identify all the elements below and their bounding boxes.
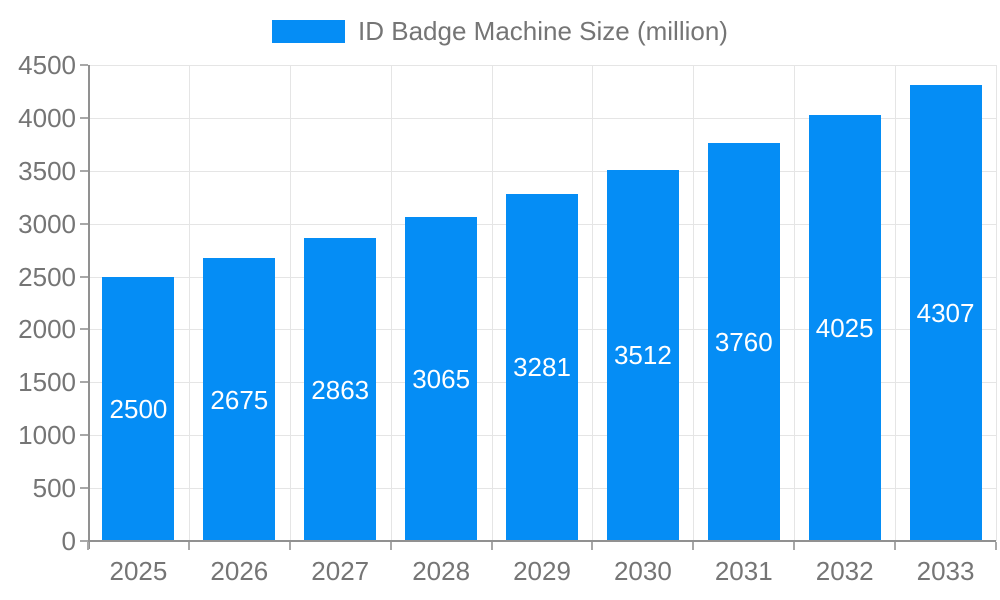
y-tick-label: 2500 — [18, 261, 76, 292]
x-tick-label: 2026 — [210, 556, 269, 586]
bar-value-label: 3760 — [714, 327, 773, 358]
y-tick-label: 1000 — [18, 420, 76, 451]
x-axis-line — [80, 540, 996, 542]
y-tick-label: 4500 — [18, 50, 76, 80]
bar[interactable] — [102, 276, 175, 541]
bar[interactable] — [506, 193, 578, 541]
x-tick-label: 2033 — [916, 556, 975, 586]
x-tick-mark — [692, 542, 695, 550]
gridline-vertical — [592, 65, 594, 541]
bar[interactable] — [606, 169, 679, 541]
y-tick-label: 500 — [32, 473, 76, 504]
gridline-horizontal — [88, 170, 996, 172]
gridline-vertical — [693, 65, 695, 541]
y-tick-mark — [80, 222, 88, 225]
bar-value-label: 3065 — [412, 363, 471, 394]
y-tick-label: 0 — [61, 526, 76, 556]
gridline-vertical — [289, 65, 291, 541]
x-tick-label: 2030 — [613, 556, 672, 586]
bar-value-label: 4307 — [916, 298, 975, 329]
gridline-vertical — [996, 65, 997, 541]
y-tick-mark — [80, 64, 88, 66]
y-axis-line — [88, 65, 90, 549]
bar[interactable] — [304, 238, 377, 541]
y-tick-label: 3000 — [18, 208, 76, 239]
bar-value-label: 4025 — [815, 313, 874, 344]
bar[interactable] — [203, 258, 276, 541]
x-tick-mark — [187, 542, 190, 550]
x-tick-label: 2029 — [513, 556, 571, 586]
y-tick-mark — [80, 434, 88, 437]
y-tick-label: 3500 — [18, 155, 76, 186]
bar[interactable] — [707, 143, 780, 541]
x-tick-mark — [389, 542, 392, 550]
gridline-horizontal — [88, 117, 996, 119]
x-tick-label: 2027 — [311, 556, 370, 586]
x-tick-mark — [793, 542, 796, 550]
x-tick-mark — [87, 542, 89, 550]
gridline-vertical — [390, 65, 392, 541]
bar-value-label: 3512 — [613, 340, 672, 371]
gridline-vertical — [895, 65, 897, 541]
y-tick-mark — [80, 540, 88, 542]
y-tick-mark — [80, 275, 88, 278]
plot-area: 2500 2675 2863 3065 3281 3512 3760 4025 4307 — [88, 65, 997, 541]
x-tick-mark — [288, 542, 291, 550]
y-tick-mark — [80, 328, 88, 331]
x-tick-mark — [490, 542, 493, 550]
bar[interactable] — [405, 216, 478, 541]
bar-value-label: 2675 — [210, 384, 269, 415]
y-tick-mark — [80, 487, 88, 490]
gridline-vertical — [491, 65, 493, 541]
y-tick-mark — [80, 381, 88, 384]
gridline-vertical — [794, 65, 796, 541]
gridline-horizontal — [88, 65, 996, 66]
y-tick-mark — [80, 169, 88, 172]
legend[interactable]: ID Badge Machine Size (million) — [0, 16, 1000, 47]
x-tick-label: 2031 — [714, 556, 773, 586]
bar-value-label: 3281 — [513, 352, 571, 383]
y-tick-label: 2000 — [18, 314, 76, 345]
gridline-vertical — [188, 65, 190, 541]
legend-swatch-icon — [272, 20, 346, 43]
y-tick-label: 1500 — [18, 367, 76, 398]
bar-value-label: 2500 — [109, 393, 168, 424]
legend-label: ID Badge Machine Size (million) — [358, 16, 728, 46]
x-tick-label: 2028 — [412, 556, 471, 586]
bar[interactable] — [808, 115, 881, 541]
x-tick-label: 2032 — [815, 556, 874, 586]
bar-value-label: 2863 — [311, 374, 370, 405]
x-tick-mark — [894, 542, 897, 550]
x-tick-mark — [591, 542, 594, 550]
x-tick-label: 2025 — [109, 556, 168, 586]
x-tick-mark — [995, 542, 997, 550]
y-tick-label: 4000 — [18, 102, 76, 133]
y-tick-mark — [80, 116, 88, 119]
bar[interactable] — [909, 85, 982, 541]
